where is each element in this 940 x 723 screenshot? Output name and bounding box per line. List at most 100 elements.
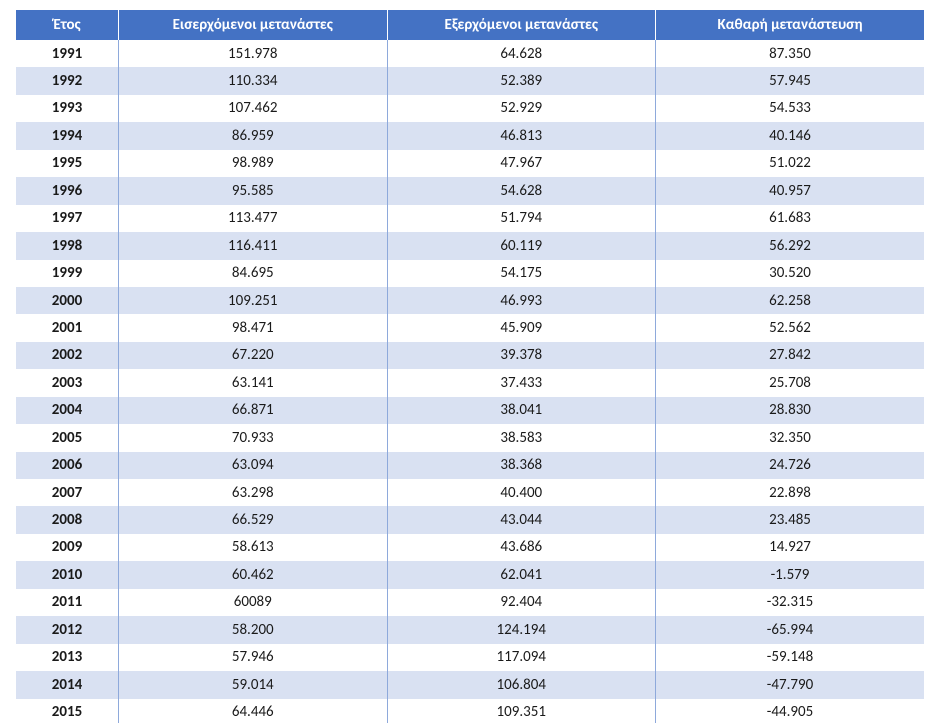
table-header-row: Έτος Εισερχόμενοι μετανάστες Εξερχόμενοι… bbox=[16, 10, 924, 40]
cell-outgoing: 52.389 bbox=[387, 67, 656, 94]
table-row: 1992110.33452.38957.945 bbox=[16, 67, 924, 94]
table-row: 2000109.25146.99362.258 bbox=[16, 287, 924, 314]
cell-incoming: 107.462 bbox=[119, 95, 388, 122]
cell-outgoing: 109.351 bbox=[387, 699, 656, 723]
cell-net: 51.022 bbox=[656, 150, 925, 177]
cell-net: 57.945 bbox=[656, 67, 925, 94]
cell-year: 2008 bbox=[16, 506, 119, 533]
cell-outgoing: 124.194 bbox=[387, 616, 656, 643]
table-row: 200866.52943.04423.485 bbox=[16, 506, 924, 533]
table-row: 201258.200124.194-65.994 bbox=[16, 616, 924, 643]
cell-net: -44.905 bbox=[656, 699, 925, 723]
migration-table: Έτος Εισερχόμενοι μετανάστες Εξερχόμενοι… bbox=[16, 10, 924, 723]
cell-year: 2010 bbox=[16, 561, 119, 588]
cell-net: 30.520 bbox=[656, 260, 925, 287]
cell-incoming: 109.251 bbox=[119, 287, 388, 314]
table-row: 200267.22039.37827.842 bbox=[16, 342, 924, 369]
cell-incoming: 110.334 bbox=[119, 67, 388, 94]
cell-outgoing: 38.368 bbox=[387, 452, 656, 479]
cell-year: 1996 bbox=[16, 177, 119, 204]
cell-outgoing: 52.929 bbox=[387, 95, 656, 122]
cell-net: 40.957 bbox=[656, 177, 925, 204]
cell-outgoing: 62.041 bbox=[387, 561, 656, 588]
cell-incoming: 63.298 bbox=[119, 479, 388, 506]
cell-year: 2009 bbox=[16, 534, 119, 561]
cell-year: 2007 bbox=[16, 479, 119, 506]
cell-outgoing: 37.433 bbox=[387, 369, 656, 396]
cell-year: 2005 bbox=[16, 424, 119, 451]
col-header-incoming: Εισερχόμενοι μετανάστες bbox=[119, 10, 388, 40]
cell-incoming: 58.613 bbox=[119, 534, 388, 561]
cell-outgoing: 46.993 bbox=[387, 287, 656, 314]
cell-net: 28.830 bbox=[656, 397, 925, 424]
table-row: 1991151.97864.62887.350 bbox=[16, 40, 924, 67]
cell-net: 27.842 bbox=[656, 342, 925, 369]
cell-net: 32.350 bbox=[656, 424, 925, 451]
cell-year: 2013 bbox=[16, 644, 119, 671]
cell-outgoing: 43.686 bbox=[387, 534, 656, 561]
table-row: 1997113.47751.79461.683 bbox=[16, 205, 924, 232]
cell-year: 1997 bbox=[16, 205, 119, 232]
table-row: 199598.98947.96751.022 bbox=[16, 150, 924, 177]
cell-year: 1995 bbox=[16, 150, 119, 177]
cell-year: 1992 bbox=[16, 67, 119, 94]
cell-incoming: 151.978 bbox=[119, 40, 388, 67]
cell-incoming: 66.871 bbox=[119, 397, 388, 424]
cell-outgoing: 46.813 bbox=[387, 122, 656, 149]
cell-outgoing: 43.044 bbox=[387, 506, 656, 533]
table-row: 201564.446109.351-44.905 bbox=[16, 699, 924, 723]
cell-outgoing: 106.804 bbox=[387, 671, 656, 698]
cell-incoming: 66.529 bbox=[119, 506, 388, 533]
cell-net: 54.533 bbox=[656, 95, 925, 122]
cell-outgoing: 39.378 bbox=[387, 342, 656, 369]
cell-net: 14.927 bbox=[656, 534, 925, 561]
cell-net: -47.790 bbox=[656, 671, 925, 698]
table-row: 200763.29840.40022.898 bbox=[16, 479, 924, 506]
table-body: 1991151.97864.62887.3501992110.33452.389… bbox=[16, 40, 924, 723]
cell-net: 24.726 bbox=[656, 452, 925, 479]
col-header-year: Έτος bbox=[16, 10, 119, 40]
cell-outgoing: 117.094 bbox=[387, 644, 656, 671]
table-row: 199984.69554.17530.520 bbox=[16, 260, 924, 287]
cell-year: 2014 bbox=[16, 671, 119, 698]
cell-year: 2004 bbox=[16, 397, 119, 424]
cell-net: -65.994 bbox=[656, 616, 925, 643]
cell-year: 1994 bbox=[16, 122, 119, 149]
cell-incoming: 63.141 bbox=[119, 369, 388, 396]
cell-net: -1.579 bbox=[656, 561, 925, 588]
cell-incoming: 98.989 bbox=[119, 150, 388, 177]
cell-incoming: 57.946 bbox=[119, 644, 388, 671]
cell-net: -59.148 bbox=[656, 644, 925, 671]
table-row: 20116008992.404-32.315 bbox=[16, 589, 924, 616]
cell-incoming: 116.411 bbox=[119, 232, 388, 259]
cell-net: 56.292 bbox=[656, 232, 925, 259]
cell-incoming: 59.014 bbox=[119, 671, 388, 698]
cell-year: 2002 bbox=[16, 342, 119, 369]
cell-net: 22.898 bbox=[656, 479, 925, 506]
migration-table-container: Έτος Εισερχόμενοι μετανάστες Εξερχόμενοι… bbox=[16, 10, 924, 723]
cell-year: 2001 bbox=[16, 314, 119, 341]
table-row: 200570.93338.58332.350 bbox=[16, 424, 924, 451]
table-row: 1993107.46252.92954.533 bbox=[16, 95, 924, 122]
cell-outgoing: 92.404 bbox=[387, 589, 656, 616]
cell-incoming: 58.200 bbox=[119, 616, 388, 643]
cell-year: 1999 bbox=[16, 260, 119, 287]
table-row: 200663.09438.36824.726 bbox=[16, 452, 924, 479]
table-row: 200958.61343.68614.927 bbox=[16, 534, 924, 561]
cell-incoming: 60089 bbox=[119, 589, 388, 616]
col-header-net: Καθαρή μετανάστευση bbox=[656, 10, 925, 40]
cell-net: 40.146 bbox=[656, 122, 925, 149]
cell-net: 25.708 bbox=[656, 369, 925, 396]
cell-year: 2006 bbox=[16, 452, 119, 479]
cell-outgoing: 45.909 bbox=[387, 314, 656, 341]
table-row: 201357.946117.094-59.148 bbox=[16, 644, 924, 671]
cell-incoming: 64.446 bbox=[119, 699, 388, 723]
cell-incoming: 113.477 bbox=[119, 205, 388, 232]
cell-net: 52.562 bbox=[656, 314, 925, 341]
table-row: 199486.95946.81340.146 bbox=[16, 122, 924, 149]
cell-incoming: 84.695 bbox=[119, 260, 388, 287]
cell-outgoing: 54.175 bbox=[387, 260, 656, 287]
cell-year: 1998 bbox=[16, 232, 119, 259]
table-row: 201459.014106.804-47.790 bbox=[16, 671, 924, 698]
cell-outgoing: 38.583 bbox=[387, 424, 656, 451]
